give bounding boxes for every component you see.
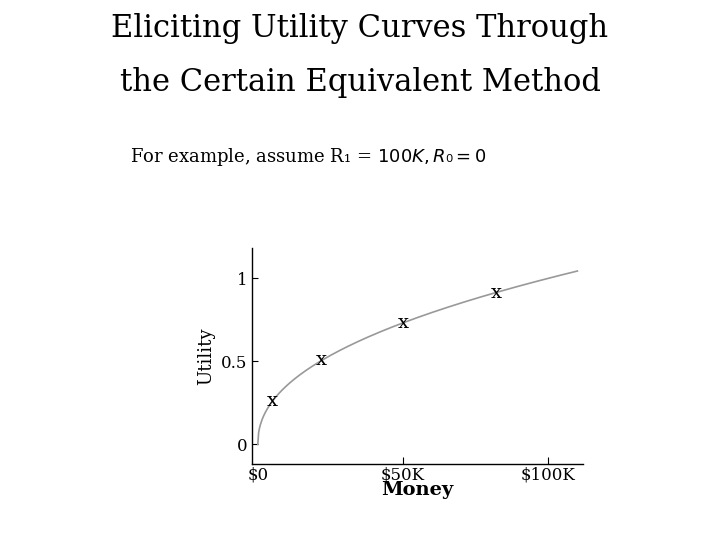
Text: $50K: $50K: [381, 467, 425, 484]
Text: $100K: $100K: [521, 467, 576, 484]
Text: $0: $0: [247, 467, 269, 484]
Text: Money: Money: [382, 481, 454, 499]
Text: For example, assume R₁ = $100K, R₀ = 0$: For example, assume R₁ = $100K, R₀ = 0$: [130, 146, 486, 168]
Text: x: x: [316, 352, 327, 369]
Text: x: x: [490, 284, 502, 301]
Text: the Certain Equivalent Method: the Certain Equivalent Method: [120, 68, 600, 98]
Y-axis label: Utility: Utility: [197, 328, 215, 385]
Text: x: x: [267, 392, 278, 410]
Text: x: x: [397, 314, 408, 332]
Text: Eliciting Utility Curves Through: Eliciting Utility Curves Through: [112, 14, 608, 44]
